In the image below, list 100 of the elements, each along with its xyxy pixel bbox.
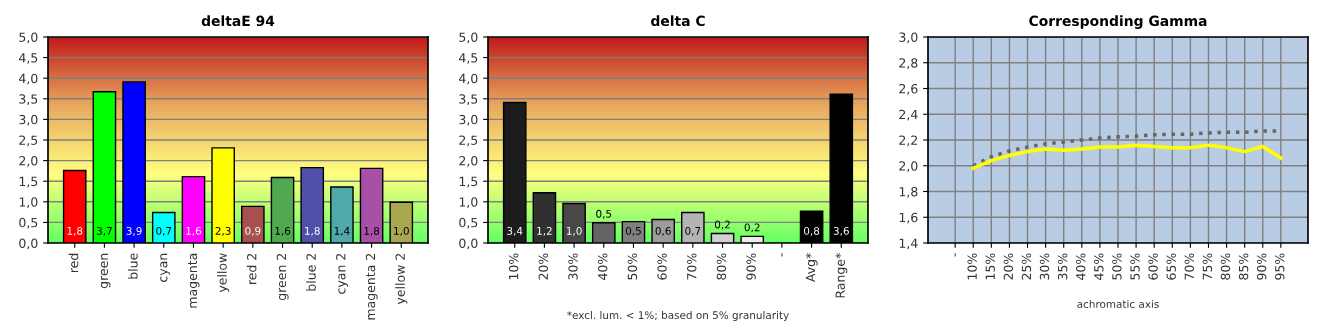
y-tick-label: 2,0 <box>459 156 478 167</box>
data-label: 1,8 <box>67 226 83 236</box>
x-tick-label: 10% <box>508 253 519 280</box>
x-tick-label: 20% <box>538 253 549 280</box>
x-tick-label: magenta <box>188 253 200 308</box>
x-tick-label: 30% <box>568 253 578 280</box>
y-tick-label: 1,5 <box>19 176 38 188</box>
x-tick-label: blue 2 <box>306 253 316 291</box>
data-label: 1,0 <box>394 226 409 236</box>
y-tick-label: 4,5 <box>459 53 478 64</box>
x-tick-label: 80% <box>1220 253 1231 280</box>
x-tick-label: 20% <box>1003 253 1014 280</box>
x-tick-label: 95% <box>1275 253 1285 280</box>
x-tick-label: yellow 2 <box>395 253 408 305</box>
x-tick-label: 35% <box>1057 253 1068 280</box>
y-tick-label: 4,0 <box>19 73 38 85</box>
data-label: 1,8 <box>364 226 380 236</box>
data-label: 0,8 <box>804 226 820 236</box>
data-label: 2,3 <box>215 226 231 236</box>
x-tick-label: 30% <box>1039 253 1050 280</box>
chart-title: deltaE 94 <box>201 15 275 27</box>
data-label: 0,7 <box>156 226 172 236</box>
data-label: 0,2 <box>714 220 730 230</box>
y-tick-label: 5,0 <box>19 32 38 44</box>
y-tick-label: 2,2 <box>899 135 918 147</box>
x-tick-label: cyan <box>160 253 170 282</box>
x-tick-label: - <box>954 253 956 257</box>
y-tick-label: 0,0 <box>19 238 38 250</box>
x-tick-label: 80% <box>716 253 727 280</box>
y-tick-label: 0,5 <box>459 217 478 229</box>
data-label: 0,5 <box>596 209 612 219</box>
x-tick-label: magenta 2 <box>365 253 378 320</box>
y-tick-label: 3,5 <box>459 94 478 105</box>
line-series <box>971 143 1283 171</box>
data-label: 1,0 <box>566 226 582 236</box>
y-tick-label: 1,5 <box>459 176 478 188</box>
y-tick-label: 1,4 <box>899 238 918 250</box>
y-tick-label: 4,0 <box>459 73 478 85</box>
x-tick-label: 10% <box>967 253 977 280</box>
data-label: 1,6 <box>186 226 202 236</box>
x-tick-label: 70% <box>687 253 697 280</box>
x-tick-label: 60% <box>1148 253 1158 280</box>
y-tick-label: 3,0 <box>19 114 38 126</box>
x-tick-label: 15% <box>985 253 995 280</box>
chart-title: delta C <box>651 15 705 27</box>
x-tick-label: 85% <box>1238 253 1249 280</box>
y-tick-label: 1,0 <box>459 197 478 208</box>
x-tick-label: cyan 2 <box>336 253 348 294</box>
y-tick-label: 2,6 <box>899 83 918 95</box>
y-tick-label: 1,8 <box>899 186 918 198</box>
data-label: 3,7 <box>96 226 112 236</box>
y-tick-label: 4,5 <box>19 53 38 64</box>
x-tick-label: red <box>68 253 79 273</box>
x-tick-label: Range* <box>835 253 848 298</box>
y-tick-label: 1,0 <box>19 197 38 208</box>
data-label: 1,2 <box>537 226 552 236</box>
x-tick-label: green <box>100 253 111 289</box>
data-label: 0,7 <box>685 226 701 236</box>
y-tick-label: 0,0 <box>459 238 478 250</box>
x-tick-label: - <box>781 253 783 257</box>
x-tick-label: red 2 <box>246 253 257 284</box>
x-tick-label: 90% <box>1256 253 1267 280</box>
x-tick-label: 40% <box>1075 253 1086 280</box>
data-label: 0,5 <box>625 226 641 236</box>
y-tick-label: 0,5 <box>19 217 38 229</box>
x-tick-label: 55% <box>1130 253 1140 280</box>
chart-title: Corresponding Gamma <box>1029 15 1207 29</box>
y-tick-label: 3,0 <box>899 32 918 44</box>
x-tick-label: yellow <box>217 253 230 293</box>
y-tick-label: 2,5 <box>19 135 38 147</box>
data-label: 1,4 <box>334 227 350 236</box>
x-tick-label: blue <box>128 253 138 279</box>
data-label: 0,9 <box>245 226 261 236</box>
y-tick-label: 5,0 <box>459 32 478 44</box>
x-tick-label: 45% <box>1094 253 1104 280</box>
y-tick-label: 2,8 <box>899 58 918 69</box>
y-tick-label: 3,5 <box>19 94 38 105</box>
y-tick-label: 3,0 <box>459 114 478 126</box>
data-label: 1,6 <box>275 226 291 236</box>
x-tick-label: 60% <box>657 253 667 280</box>
data-label: 0,6 <box>655 226 671 236</box>
data-label: 1,8 <box>305 226 320 236</box>
x-tick-label: 70% <box>1184 253 1195 280</box>
x-tick-label: 90% <box>746 253 756 280</box>
x-tick-label: green 2 <box>276 253 289 301</box>
y-tick-label: 2,5 <box>459 135 478 147</box>
x-tick-label: 65% <box>1166 253 1176 280</box>
y-tick-label: 2,0 <box>899 161 918 172</box>
data-label: 3,6 <box>833 226 849 236</box>
x-axis-title: achromatic axis <box>1077 299 1159 309</box>
data-label: 0,2 <box>744 223 760 233</box>
x-tick-label: 75% <box>1202 253 1213 280</box>
text: *excl. lum. < 1%; based on 5% granularity <box>567 310 789 322</box>
x-tick-label: 40% <box>597 253 608 280</box>
x-tick-label: 50% <box>627 253 638 280</box>
y-tick-label: 2,4 <box>899 109 918 121</box>
x-tick-label: 25% <box>1021 253 1032 280</box>
y-tick-label: 2,0 <box>19 156 38 167</box>
data-label: 3,4 <box>507 226 523 236</box>
x-tick-label: Avg* <box>805 253 818 283</box>
